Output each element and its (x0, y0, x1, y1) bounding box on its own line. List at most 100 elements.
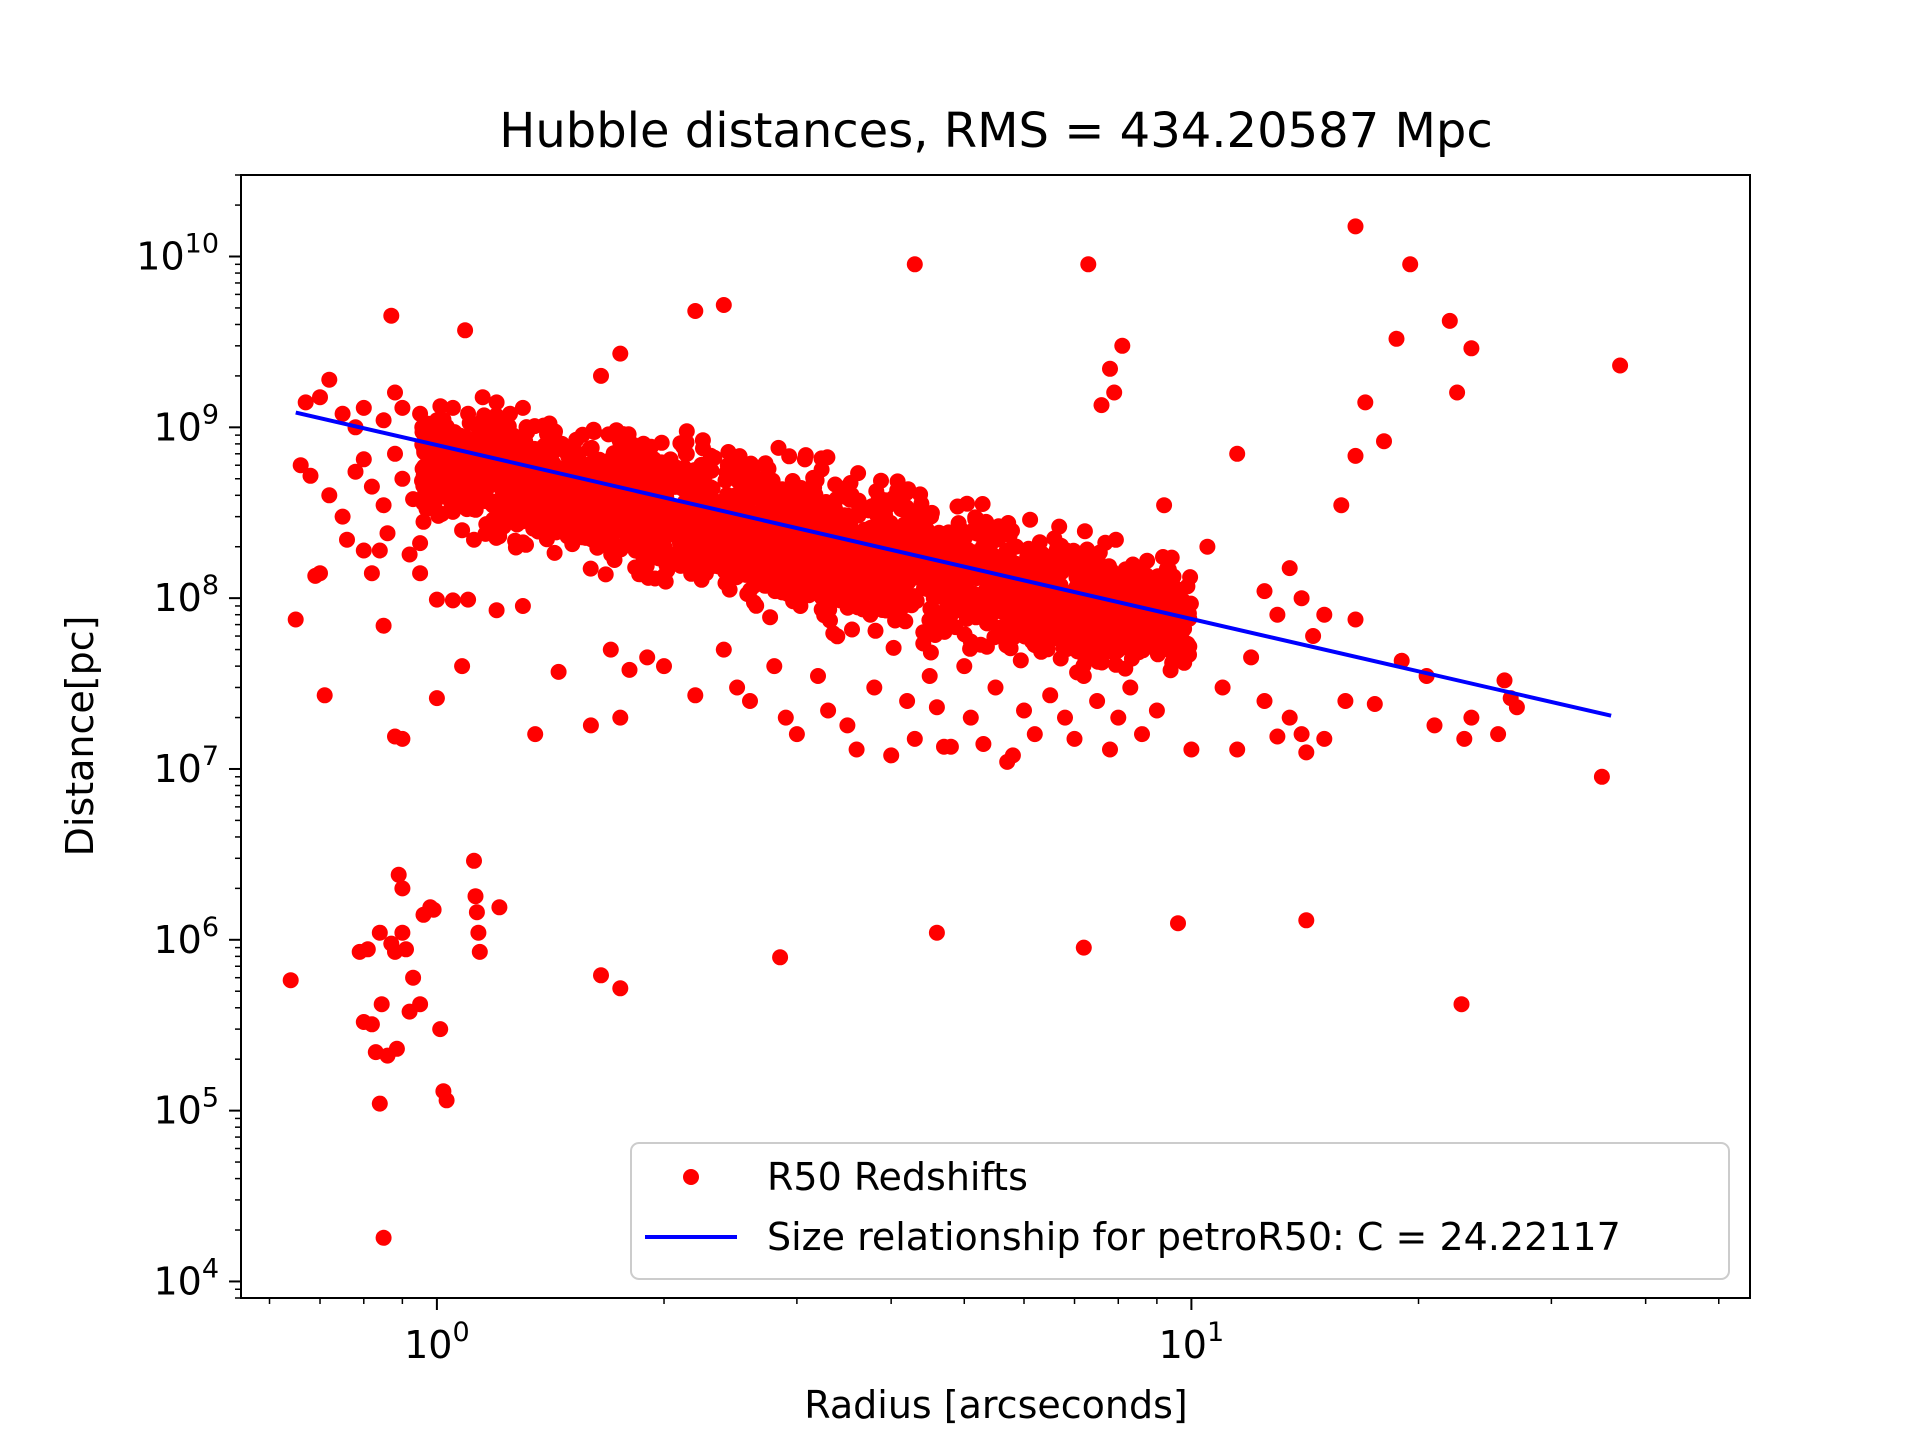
scatter-point (1593, 768, 1610, 785)
cloud-point (978, 513, 995, 530)
cloud-point (776, 482, 793, 499)
cloud-point (446, 424, 463, 441)
cloud-point (1036, 567, 1052, 584)
scatter-point (1042, 687, 1059, 704)
cloud-point (1056, 621, 1072, 638)
cloud-point (524, 482, 541, 499)
cloud-point (418, 501, 435, 517)
scatter-point (1106, 384, 1123, 401)
scatter-point (287, 611, 304, 628)
cloud-point (1046, 548, 1063, 565)
scatter-point (1148, 702, 1165, 719)
scatter-point (1347, 218, 1364, 235)
y-tick-label: 108 (153, 570, 219, 620)
scatter-point (928, 699, 945, 716)
scatter-point (1508, 699, 1525, 716)
scatter-point (1347, 611, 1364, 628)
cloud-point (689, 557, 706, 574)
cloud-point (1023, 607, 1040, 624)
scatter-point (766, 658, 783, 675)
cloud-point (938, 525, 955, 542)
cloud-point (897, 613, 914, 630)
scatter-point (371, 924, 388, 941)
cloud-point (541, 429, 558, 446)
scatter-point (1426, 717, 1443, 734)
scatter-point (471, 943, 488, 960)
scatter-point (612, 709, 629, 726)
scatter-point (1293, 726, 1310, 743)
scatter-point (1199, 538, 1216, 555)
scatter-point (394, 399, 411, 416)
scatter-point (839, 717, 856, 734)
scatter-point (1156, 497, 1173, 514)
scatter-point (412, 565, 429, 582)
cloud-point (873, 472, 889, 489)
scatter-point (383, 307, 400, 324)
cloud-point (781, 448, 798, 465)
scatter-point (321, 371, 338, 388)
x-axis-label: Radius [arcseconds] (804, 1383, 1187, 1427)
scatter-point (1269, 606, 1286, 623)
scatter-point (962, 709, 979, 726)
scatter-point (1293, 590, 1310, 607)
cloud-point (722, 467, 738, 484)
cloud-point (709, 539, 726, 556)
cloud-point (704, 480, 721, 497)
cloud-point (882, 587, 899, 604)
scatter-point (820, 702, 837, 719)
cloud-point (1107, 531, 1124, 548)
cloud-point (974, 496, 991, 512)
cloud-point (885, 639, 902, 656)
scatter-point (956, 658, 973, 675)
cloud-point (550, 495, 567, 512)
cloud-point (1177, 640, 1194, 657)
cloud-point (767, 583, 784, 600)
cloud-point (498, 428, 515, 444)
cloud-point (606, 552, 623, 568)
scatter-point (1298, 744, 1315, 761)
cloud-point (594, 493, 611, 509)
scatter-point (412, 996, 429, 1013)
scatter-point (621, 661, 638, 678)
scatter-point (1114, 337, 1131, 354)
cloud-point (857, 521, 874, 538)
cloud-point (1055, 639, 1072, 656)
cloud-point (756, 486, 773, 503)
scatter-point (1256, 693, 1273, 709)
scatter-point (715, 641, 732, 658)
scatter-point (729, 679, 746, 696)
scatter-point (394, 470, 411, 487)
cloud-point (1022, 511, 1039, 528)
cloud-point (450, 459, 467, 476)
cloud-point (891, 535, 908, 552)
scatter-point (412, 535, 429, 552)
scatter-point (1337, 693, 1354, 709)
cloud-point (716, 556, 733, 573)
scatter-point (987, 679, 1004, 696)
scatter-point (1496, 672, 1513, 689)
cloud-point (648, 506, 665, 523)
cloud-point (965, 637, 982, 654)
scatter-point (1305, 628, 1322, 644)
scatter-point (1357, 394, 1374, 411)
cloud-point (1087, 561, 1104, 578)
cloud-point (795, 531, 812, 548)
cloud-point (732, 527, 749, 544)
cloud-point (770, 439, 787, 456)
cloud-point (623, 535, 640, 552)
cloud-point (631, 566, 648, 583)
cloud-point (1123, 650, 1140, 667)
cloud-point (1102, 564, 1119, 581)
scatter-point (394, 880, 411, 897)
scatter-point (1453, 996, 1470, 1013)
scatter-point (1269, 728, 1286, 745)
cloud-point (954, 523, 971, 539)
cloud-point (1077, 650, 1094, 667)
cloud-point (589, 535, 606, 552)
cloud-point (682, 523, 698, 540)
scatter-point (1016, 702, 1032, 719)
legend-marker-red-dot (683, 1169, 699, 1185)
scatter-point (1075, 939, 1092, 956)
cloud-point (792, 598, 809, 614)
